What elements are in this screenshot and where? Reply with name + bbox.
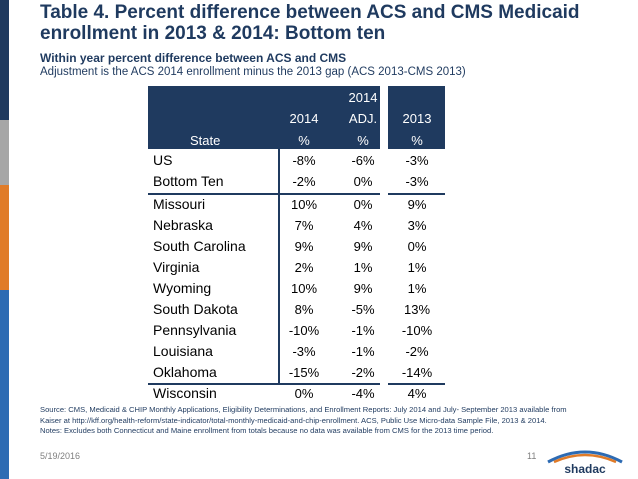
- logo-arc-blue: [547, 450, 623, 464]
- row-value-2014: 10%: [290, 197, 318, 212]
- row-state: Wisconsin: [153, 385, 217, 401]
- column-divider: [278, 149, 280, 383]
- header-adj-year: 2014: [348, 90, 378, 105]
- table-row: Wyoming 10% 9% 1%: [148, 278, 448, 299]
- row-state: Nebraska: [153, 217, 213, 233]
- source-line-1: Source: CMS, Medicaid & CHIP Monthly App…: [40, 405, 567, 414]
- row-state: Missouri: [153, 196, 206, 212]
- table-bottom-rule: [148, 383, 380, 385]
- row-state: Oklahoma: [153, 364, 217, 380]
- row-value-2014-adj: 1%: [353, 260, 373, 275]
- shadac-logo: shadac: [547, 450, 623, 476]
- row-value-2014: -3%: [292, 344, 316, 359]
- header-2014: 2014: [289, 111, 319, 126]
- row-value-2014-adj: 4%: [353, 218, 373, 233]
- row-value-2013: 9%: [407, 197, 427, 212]
- table-header-2013-bg: [388, 86, 445, 149]
- table-bottom-rule-2013: [388, 383, 445, 385]
- source-line-2: Kaiser at http://kff.org/health-reform/s…: [40, 415, 547, 425]
- table-row: Virginia 2% 1% 1%: [148, 257, 448, 278]
- row-value-2013: 3%: [407, 218, 427, 233]
- row-value-2014-adj: -5%: [351, 302, 375, 317]
- table-row: Wisconsin 0% -4% 4%: [148, 383, 448, 404]
- row-state: Pennsylvania: [153, 322, 237, 338]
- row-value-2014-adj: -4%: [351, 386, 375, 401]
- table-row: Nebraska 7% 4% 3%: [148, 215, 448, 236]
- row-value-2014-adj: -1%: [351, 344, 375, 359]
- logo-arc-orange: [553, 453, 617, 464]
- source-notes: Source: CMS, Medicaid & CHIP Monthly App…: [40, 405, 620, 437]
- row-value-2013: 0%: [407, 239, 427, 254]
- slide-date: 5/19/2016: [40, 451, 81, 461]
- row-state: South Dakota: [153, 301, 238, 317]
- row-value-2014: -15%: [288, 365, 320, 380]
- row-value-2013: -14%: [401, 365, 433, 380]
- row-value-2014: -8%: [292, 153, 316, 168]
- row-value-2014-adj: 0%: [353, 174, 373, 189]
- row-value-2013: -10%: [401, 323, 433, 338]
- row-value-2014-adj: 9%: [353, 239, 373, 254]
- table-row: US -8% -6% -3%: [148, 150, 448, 171]
- header-state: State: [190, 133, 221, 148]
- header-2014-pct: %: [298, 133, 310, 148]
- row-state: US: [153, 152, 173, 168]
- adjustment-note: Adjustment is the ACS 2014 enrollment mi…: [40, 66, 466, 78]
- row-value-2013: 4%: [407, 386, 427, 401]
- row-value-2013: 1%: [407, 260, 427, 275]
- header-adj: ADJ.: [348, 111, 378, 126]
- logo-text: shadac: [564, 462, 606, 476]
- accent-bar-navy: [0, 0, 9, 120]
- table-header-bg: [148, 86, 380, 149]
- table-row: Pennsylvania -10% -1% -10%: [148, 320, 448, 341]
- row-divider-2013: [388, 193, 445, 195]
- row-value-2013: 1%: [407, 281, 427, 296]
- row-value-2014: 8%: [294, 302, 314, 317]
- row-value-2014: 7%: [294, 218, 314, 233]
- row-state: Virginia: [153, 259, 200, 275]
- table-row: Louisiana -3% -1% -2%: [148, 341, 448, 362]
- accent-bar-orange: [0, 185, 9, 290]
- row-value-2014: 9%: [294, 239, 314, 254]
- row-state: South Carolina: [153, 238, 246, 254]
- row-value-2014: 2%: [294, 260, 314, 275]
- row-value-2014: 10%: [290, 281, 318, 296]
- table-row: Missouri 10% 0% 9%: [148, 194, 448, 215]
- table-row: Bottom Ten -2% 0% -3%: [148, 171, 448, 192]
- row-value-2014-adj: 9%: [353, 281, 373, 296]
- table-row: South Carolina 9% 9% 0%: [148, 236, 448, 257]
- page-number: 11: [527, 451, 537, 461]
- row-value-2013: -2%: [405, 344, 429, 359]
- row-state: Bottom Ten: [153, 173, 224, 189]
- row-value-2014: -2%: [292, 174, 316, 189]
- slide-title: Table 4. Percent difference between ACS …: [40, 2, 580, 44]
- row-value-2014-adj: -6%: [351, 153, 375, 168]
- accent-bar-grey: [0, 120, 9, 185]
- table-row: Oklahoma -15% -2% -14%: [148, 362, 448, 383]
- source-line-3: Notes: Excludes both Connecticut and Mai…: [40, 426, 494, 435]
- table-row: South Dakota 8% -5% 13%: [148, 299, 448, 320]
- row-value-2014-adj: -2%: [351, 365, 375, 380]
- row-value-2013: -3%: [405, 153, 429, 168]
- row-divider: [148, 193, 380, 195]
- accent-bar-blue: [0, 290, 9, 479]
- row-value-2013: -3%: [405, 174, 429, 189]
- header-2013: 2013: [402, 111, 432, 126]
- header-2013-pct: %: [411, 133, 423, 148]
- slide-subtitle: Within year percent difference between A…: [40, 51, 347, 65]
- header-adj-pct: %: [357, 133, 369, 148]
- row-value-2014-adj: -1%: [351, 323, 375, 338]
- row-state: Louisiana: [153, 343, 213, 359]
- row-state: Wyoming: [153, 280, 212, 296]
- row-value-2014: -10%: [288, 323, 320, 338]
- row-value-2014-adj: 0%: [353, 197, 373, 212]
- row-value-2013: 13%: [403, 302, 431, 317]
- row-value-2014: 0%: [294, 386, 314, 401]
